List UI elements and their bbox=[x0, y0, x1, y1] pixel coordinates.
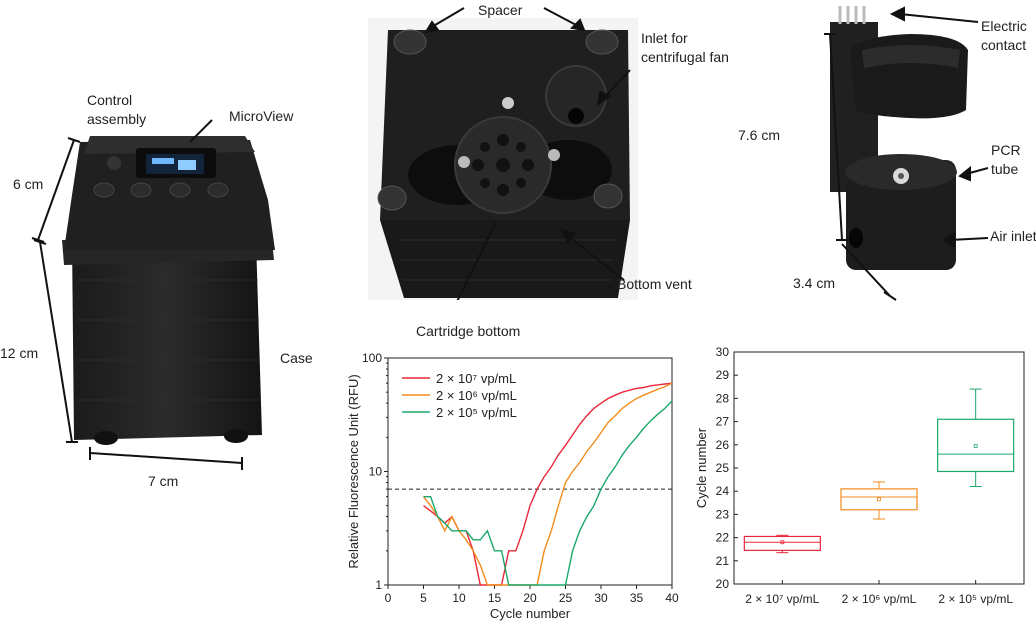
mean-marker-2 bbox=[877, 497, 881, 502]
x-tick-label: 20 bbox=[523, 591, 537, 605]
boxplot-chart: 20 21 22 23 24 25 26 27 28 29 30 2 × 10⁷ vp/mL 2 × 1… bbox=[694, 345, 1025, 606]
spacer-label: Spacer bbox=[478, 2, 523, 18]
control-assembly-label-1: Control bbox=[87, 92, 133, 108]
air-inlet-label: Air inlet bbox=[990, 228, 1036, 244]
x-tick-label: 5 bbox=[420, 591, 427, 605]
cartridge-photo bbox=[824, 6, 989, 301]
y-tick-label: 20 bbox=[716, 577, 730, 591]
x-tick-label: 0 bbox=[385, 591, 392, 605]
y-tick-label: 26 bbox=[716, 438, 730, 452]
x-tick-label: 30 bbox=[594, 591, 608, 605]
plot-frame bbox=[387, 357, 673, 586]
amplification-chart: 0 5 10 15 20 25 30 35 40 1 10 100 2 × 10⁷ vp/mL 2 × 1… bbox=[346, 351, 679, 621]
y-tick-label: 10 bbox=[369, 465, 383, 479]
y-tick-label: 27 bbox=[716, 415, 730, 429]
legend-label-1: 2 × 10⁷ vp/mL bbox=[436, 371, 516, 386]
microview-label: MicroView bbox=[229, 108, 294, 124]
plot-frame bbox=[733, 351, 1025, 585]
y-tick-label: 100 bbox=[362, 351, 382, 365]
device-bottom-photo bbox=[368, 7, 638, 300]
legend-label-2: 2 × 10⁶ vp/mL bbox=[436, 388, 517, 403]
box-3 bbox=[937, 418, 1015, 473]
y-tick-label: 30 bbox=[716, 345, 730, 359]
mean-marker-3 bbox=[973, 444, 978, 448]
x-tick-label: 10 bbox=[452, 591, 466, 605]
electric-contact-label-2: contact bbox=[981, 37, 1027, 53]
dim-3-4cm-label: 3.4 cm bbox=[793, 275, 836, 291]
case-label: Case bbox=[280, 350, 313, 366]
series-line-2 bbox=[422, 382, 673, 586]
y-axis-label: Relative Fluorescence Unit (RFU) bbox=[346, 374, 361, 568]
x-tick-label: 40 bbox=[665, 591, 679, 605]
y-tick-label: 24 bbox=[716, 484, 730, 498]
box-2 bbox=[840, 488, 918, 511]
y-tick-label: 29 bbox=[716, 368, 730, 382]
x-tick-label: 2 × 10⁶ vp/mL bbox=[842, 592, 917, 606]
x-tick-label: 2 × 10⁵ vp/mL bbox=[938, 592, 1013, 606]
dim-7cm-label: 7 cm bbox=[148, 473, 179, 489]
dim-6cm-label: 6 cm bbox=[13, 176, 44, 192]
cartridge-bottom-label: Cartridge bottom bbox=[416, 323, 521, 339]
y-axis-label: Cycle number bbox=[694, 427, 709, 508]
legend-label-3: 2 × 10⁵ vp/mL bbox=[436, 405, 517, 420]
dim-12cm-label: 12 cm bbox=[0, 345, 39, 361]
inlet-label-2: centrifugal fan bbox=[641, 49, 729, 65]
pcr-tube-label-1: PCR bbox=[991, 142, 1021, 158]
x-tick-label: 35 bbox=[630, 591, 644, 605]
y-tick-label: 28 bbox=[716, 391, 730, 405]
dim-7-6cm-label: 7.6 cm bbox=[738, 127, 781, 143]
x-tick-label: 2 × 10⁷ vp/mL bbox=[745, 592, 819, 606]
x-axis-label: Cycle number bbox=[490, 606, 571, 621]
electric-contact-label-1: Electric bbox=[981, 18, 1027, 34]
x-tick-label: 15 bbox=[488, 591, 502, 605]
y-tick-label: 1 bbox=[375, 578, 382, 592]
y-tick-label: 23 bbox=[716, 507, 730, 521]
control-assembly-label-2: assembly bbox=[87, 111, 147, 127]
pcr-tube-label-2: tube bbox=[991, 161, 1019, 177]
device-case-photo bbox=[31, 119, 275, 470]
y-tick-label: 22 bbox=[716, 531, 730, 545]
y-tick-label: 25 bbox=[716, 461, 730, 475]
y-tick-label: 21 bbox=[716, 554, 730, 568]
mean-marker-1 bbox=[780, 540, 785, 545]
box-1 bbox=[743, 535, 821, 551]
inlet-label-1: Inlet for bbox=[641, 30, 688, 46]
series-line-3 bbox=[423, 400, 673, 586]
bottom-vent-label: Bottom vent bbox=[617, 276, 692, 292]
x-tick-label: 25 bbox=[559, 591, 573, 605]
